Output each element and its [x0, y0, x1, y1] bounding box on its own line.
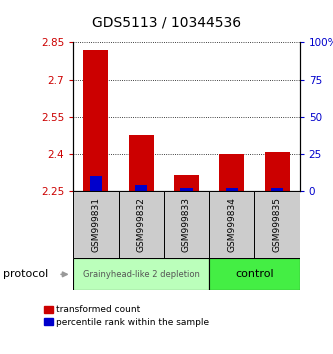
FancyBboxPatch shape [119, 191, 164, 258]
Bar [180, 188, 193, 191]
Text: Grainyhead-like 2 depletion: Grainyhead-like 2 depletion [83, 270, 199, 279]
Text: GSM999832: GSM999832 [137, 197, 146, 252]
FancyBboxPatch shape [209, 258, 300, 290]
Bar [174, 175, 199, 191]
Bar [225, 188, 238, 191]
Bar [90, 176, 102, 191]
Bar [265, 152, 289, 191]
Legend: transformed count, percentile rank within the sample: transformed count, percentile rank withi… [45, 306, 209, 327]
FancyBboxPatch shape [209, 191, 254, 258]
Bar [219, 154, 244, 191]
FancyBboxPatch shape [164, 191, 209, 258]
Text: GSM999834: GSM999834 [227, 197, 236, 252]
Text: protocol: protocol [3, 269, 49, 279]
Bar [84, 50, 108, 191]
Text: GSM999831: GSM999831 [91, 197, 101, 252]
Text: GDS5113 / 10344536: GDS5113 / 10344536 [92, 16, 241, 30]
Bar [135, 185, 148, 191]
FancyBboxPatch shape [73, 191, 119, 258]
FancyBboxPatch shape [254, 191, 300, 258]
Text: GSM999835: GSM999835 [272, 197, 282, 252]
FancyBboxPatch shape [73, 258, 209, 290]
Text: control: control [235, 269, 274, 279]
Bar [129, 135, 154, 191]
Text: GSM999833: GSM999833 [182, 197, 191, 252]
Bar [271, 188, 283, 191]
